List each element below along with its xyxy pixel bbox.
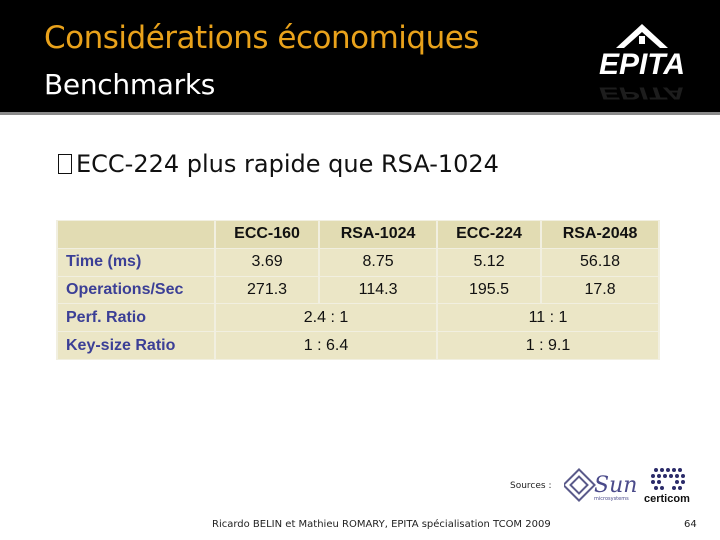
slide-subtitle: Benchmarks [44, 68, 216, 101]
bullet-point: ECC-224 plus rapide que RSA-1024 [58, 150, 499, 178]
slide-header [0, 0, 720, 112]
table-cell-merged: 2.4 : 1 [216, 304, 436, 332]
column-header: ECC-160 [216, 221, 319, 248]
table-row: Perf. Ratio 2.4 : 1 11 : 1 [58, 304, 658, 332]
table-row: Operations/Sec 271.3 114.3 195.5 17.8 [58, 276, 658, 304]
column-header: RSA-2048 [542, 221, 658, 248]
bullet-text: ECC-224 plus rapide que RSA-1024 [76, 150, 499, 178]
slide-title: Considérations économiques [44, 20, 479, 56]
table-cell: 5.12 [437, 248, 541, 276]
table-cell: 114.3 [320, 276, 436, 304]
column-header: ECC-224 [437, 221, 541, 248]
benchmark-table: ECC-160 RSA-1024 ECC-224 RSA-2048 Time (… [56, 220, 660, 360]
page-number: 64 [684, 519, 697, 530]
table-cell: 17.8 [542, 276, 658, 304]
row-label: Key-size Ratio [58, 332, 214, 359]
sun-microsystems-logo: Sun microsystems [564, 468, 637, 502]
epita-logo: EPITA EPITA [599, 24, 685, 103]
row-label: Operations/Sec [58, 276, 214, 304]
column-header: RSA-1024 [320, 221, 436, 248]
table-corner-cell [58, 221, 214, 248]
sun-logo-subtext: microsystems [594, 496, 629, 502]
epita-logo-reflection: EPITA [599, 83, 685, 103]
certicom-logo-text: certicom [644, 493, 690, 505]
table-cell: 56.18 [542, 248, 658, 276]
certicom-logo: certicom [644, 468, 690, 505]
sources-label: Sources : [510, 481, 552, 491]
row-label: Time (ms) [58, 248, 214, 276]
table-cell: 195.5 [437, 276, 541, 304]
table-cell-merged: 11 : 1 [437, 304, 658, 332]
sun-logo-text: Sun [594, 473, 637, 498]
header-divider [0, 112, 720, 115]
table-cell-merged: 1 : 6.4 [216, 332, 436, 359]
table-row: Time (ms) 3.69 8.75 5.12 56.18 [58, 248, 658, 276]
table-header-row: ECC-160 RSA-1024 ECC-224 RSA-2048 [58, 221, 658, 248]
epita-logo-text: EPITA [599, 48, 685, 81]
footer-credits: Ricardo BELIN et Mathieu ROMARY, EPITA s… [212, 519, 551, 530]
table-cell-merged: 1 : 9.1 [437, 332, 658, 359]
row-label: Perf. Ratio [58, 304, 214, 332]
table-cell: 8.75 [320, 248, 436, 276]
table-cell: 271.3 [216, 276, 319, 304]
table-row: Key-size Ratio 1 : 6.4 1 : 9.1 [58, 332, 658, 359]
bullet-icon [58, 154, 72, 174]
table-cell: 3.69 [216, 248, 319, 276]
